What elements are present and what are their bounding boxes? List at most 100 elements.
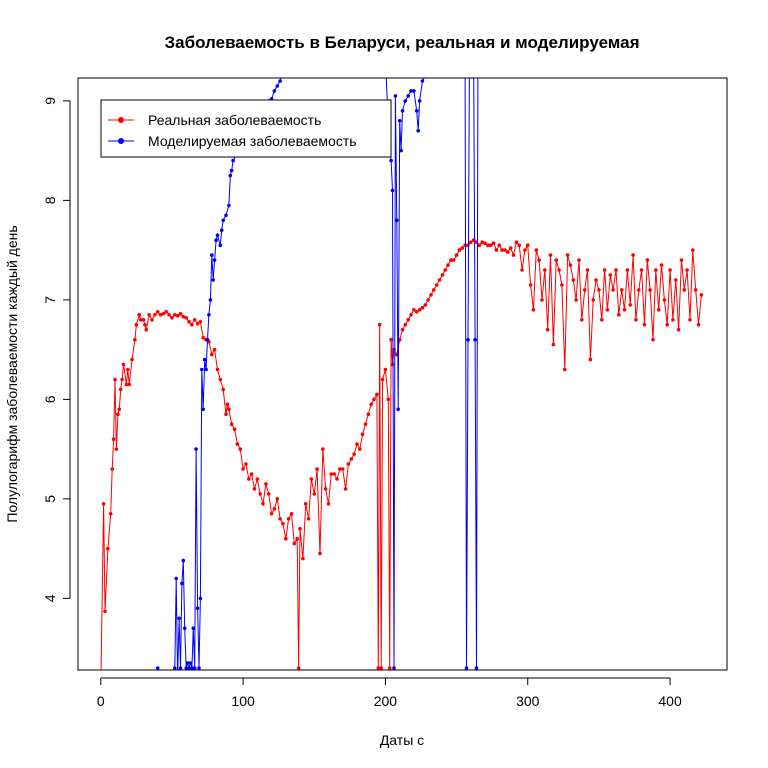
- data-point-real: [106, 546, 110, 551]
- legend-label-real: Реальная заболеваемость: [148, 112, 321, 128]
- y-tick-label: 9: [42, 97, 58, 105]
- data-point-model: [395, 218, 399, 223]
- data-point-real: [121, 362, 126, 367]
- data-point-real: [508, 246, 513, 250]
- data-point-real: [295, 536, 300, 541]
- data-point-real: [551, 342, 556, 347]
- y-tick-label: 4: [42, 594, 58, 602]
- data-point-real: [454, 253, 459, 257]
- data-point-real: [560, 283, 564, 287]
- x-axis-label: Даты с: [380, 732, 424, 748]
- data-point-real: [386, 397, 391, 402]
- data-point-model: [396, 407, 401, 412]
- data-point-real: [483, 241, 487, 245]
- data-point-real: [514, 240, 519, 244]
- data-point-model: [416, 128, 421, 133]
- data-point-real: [602, 268, 607, 272]
- data-point-real: [144, 327, 149, 332]
- data-point-real: [352, 452, 356, 456]
- data-point-real: [628, 303, 632, 307]
- data-point-real: [103, 609, 107, 614]
- data-point-model: [197, 666, 201, 670]
- y-tick-label: 6: [42, 395, 58, 403]
- data-point-real: [477, 243, 482, 247]
- data-point-real: [198, 320, 203, 324]
- data-point-real: [358, 447, 362, 451]
- data-point-real: [390, 362, 395, 367]
- chart-title: Заболеваемость в Беларуси, реальная и мо…: [164, 33, 639, 52]
- data-point-real: [523, 248, 527, 252]
- data-point-real: [565, 253, 570, 257]
- data-point-model: [399, 148, 403, 153]
- data-point-real: [554, 258, 558, 262]
- data-point-model: [173, 666, 177, 670]
- data-point-model: [228, 173, 233, 178]
- data-point-real: [130, 357, 134, 362]
- data-point-model: [201, 407, 205, 412]
- data-point-model: [202, 357, 207, 362]
- data-point-model: [212, 258, 217, 262]
- data-point-real: [349, 457, 354, 461]
- data-point-model: [181, 558, 186, 563]
- data-point-model: [188, 661, 193, 665]
- data-point-model: [229, 168, 234, 173]
- data-point-real: [187, 320, 191, 324]
- legend: Реальная заболеваемость Моделируемая заб…: [100, 99, 392, 158]
- data-point-real: [224, 412, 228, 417]
- data-point-real: [116, 412, 120, 417]
- data-point-real: [406, 318, 411, 322]
- data-point-real: [238, 447, 243, 451]
- data-point-real: [446, 263, 450, 267]
- data-point-model: [174, 576, 178, 581]
- data-point-real: [332, 472, 337, 476]
- data-point-real: [380, 377, 385, 382]
- data-point-model: [207, 313, 211, 317]
- data-point-model: [397, 119, 402, 123]
- data-point-real: [403, 322, 408, 327]
- data-point-real: [500, 248, 504, 252]
- y-axis: 4 5 6 7 8 9: [42, 97, 71, 602]
- data-point-real: [241, 467, 245, 471]
- data-point-real: [417, 308, 422, 312]
- data-point-real: [443, 268, 448, 272]
- data-point-real: [155, 310, 160, 314]
- data-point-real: [600, 318, 604, 322]
- data-point-real: [383, 367, 388, 372]
- data-point-model: [177, 616, 181, 621]
- data-point-real: [113, 377, 117, 382]
- data-point-model: [473, 337, 477, 342]
- data-point-real: [497, 243, 502, 247]
- data-point-model: [403, 99, 408, 103]
- data-point-model: [272, 89, 277, 93]
- data-point-real: [190, 322, 194, 327]
- data-point-real: [323, 487, 328, 491]
- data-point-real: [597, 288, 601, 292]
- data-point-model: [200, 367, 204, 372]
- data-point-real: [528, 283, 533, 287]
- x-tick-label: 200: [374, 693, 398, 709]
- data-point-model: [178, 666, 183, 670]
- data-point-real: [511, 253, 516, 257]
- data-point-real: [537, 258, 541, 262]
- data-point-real: [580, 318, 584, 322]
- data-point-model: [278, 79, 282, 83]
- data-point-model: [182, 626, 187, 630]
- data-point-model: [194, 447, 198, 451]
- data-point-model: [185, 661, 190, 665]
- data-point-model: [187, 666, 191, 670]
- data-point-real: [531, 308, 536, 312]
- legend-box: [100, 99, 392, 158]
- data-point-real: [506, 250, 510, 254]
- data-point-real: [195, 322, 200, 326]
- legend-marker-model: [118, 138, 124, 144]
- data-point-real: [469, 240, 473, 244]
- legend-marker-real: [118, 117, 124, 123]
- data-point-model: [393, 94, 398, 98]
- data-point-real: [281, 521, 285, 526]
- data-point-real: [201, 335, 205, 340]
- data-point-real: [520, 268, 524, 272]
- data-point-real: [671, 318, 675, 322]
- data-point-real: [120, 377, 124, 382]
- data-point-model: [211, 278, 215, 282]
